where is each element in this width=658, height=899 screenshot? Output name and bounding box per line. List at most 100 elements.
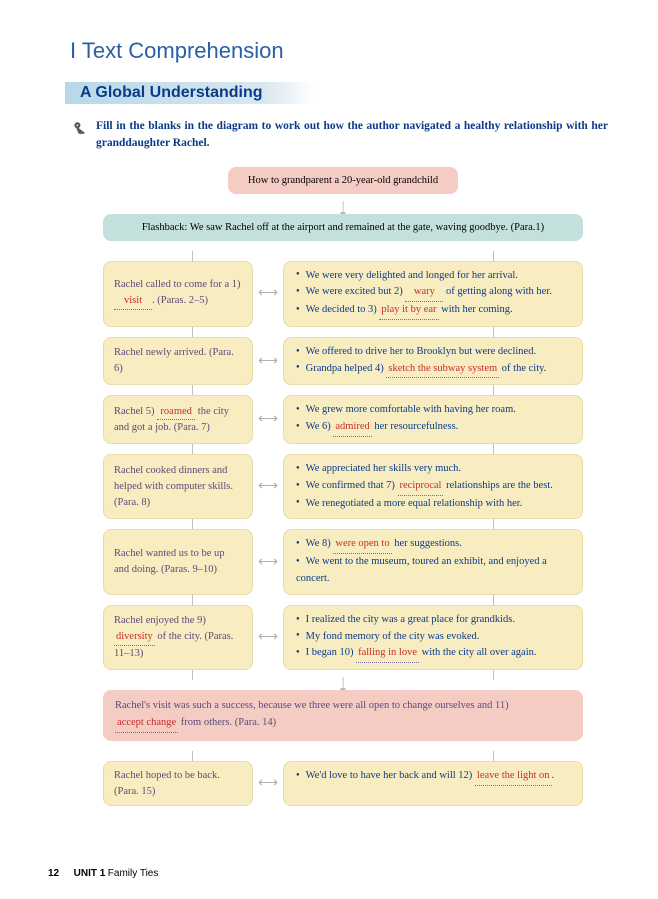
right-bullet: We grew more comfortable with having her… <box>296 402 572 419</box>
bullet-post: with the city all over again. <box>419 647 537 658</box>
connector <box>78 444 608 454</box>
right-bullet: We appreciated her skills very much. <box>296 461 572 478</box>
diagram-row: Rachel called to come for a 1) visit . (P… <box>78 261 608 327</box>
connector <box>78 519 608 529</box>
bullet-answer: wary <box>414 286 435 297</box>
bullet-post: of getting along with her. <box>443 286 551 297</box>
arrow-horizontal-icon: ⟷ <box>253 605 283 670</box>
left-text-pre: Rachel 5) <box>114 406 157 417</box>
bullet-pre: We confirmed that 7) <box>306 480 398 491</box>
arrow-horizontal-icon: ⟷ <box>253 261 283 327</box>
left-answer: diversity <box>116 631 153 642</box>
key-icon <box>70 120 88 138</box>
arrow-horizontal-icon: ⟷ <box>253 395 283 444</box>
left-text-pre: Rachel called to come for a 1) <box>114 279 241 290</box>
arrow-horizontal-icon: ⟷ <box>253 337 283 386</box>
bullet-pre: Grandpa helped 4) <box>306 363 387 374</box>
summary-answer: accept change <box>117 717 176 728</box>
left-box: Rachel enjoyed the 9) diversity of the c… <box>103 605 253 670</box>
instruction-text: Fill in the blanks in the diagram to wor… <box>96 118 608 153</box>
bullet-answer: sketch the subway system <box>388 363 497 374</box>
bullet-pre: I realized the city was a great place fo… <box>306 614 515 625</box>
diagram-row: Rachel newly arrived. (Para. 6) ⟷ We offer… <box>78 337 608 386</box>
bullet-answer: falling in love <box>358 647 417 658</box>
right-bullet: We 8) were open to her suggestions. <box>296 536 572 554</box>
right-bullet: We decided to 3) play it by ear with her… <box>296 302 572 320</box>
bullet-pre: We renegotiated a more equal relationshi… <box>306 498 523 509</box>
left-answer: visit <box>124 295 142 306</box>
left-answer: roamed <box>160 406 192 417</box>
right-box: We were very delighted and longed for he… <box>283 261 583 327</box>
diagram-row: Rachel cooked dinners and helped with co… <box>78 454 608 519</box>
connector <box>78 595 608 605</box>
summary-pre: Rachel's visit was such a success, becau… <box>115 700 509 711</box>
right-box: I realized the city was a great place fo… <box>283 605 583 670</box>
diagram-row: Rachel hoped to be back. (Para. 15) ⟷ We'd… <box>78 761 608 807</box>
arrow-horizontal-icon: ⟷ <box>253 529 283 594</box>
right-bullet: We confirmed that 7) reciprocal relation… <box>296 478 572 496</box>
connector <box>78 327 608 337</box>
bullet-post: of the city. <box>499 363 546 374</box>
left-text-pre: Rachel hoped to be back. (Para. 15) <box>114 770 220 797</box>
unit-label: UNIT 1 <box>74 868 106 879</box>
right-box: We grew more comfortable with having her… <box>283 395 583 444</box>
left-text-pre: Rachel enjoyed the 9) <box>114 615 206 626</box>
left-text-pre: Rachel wanted us to be up and doing. (Pa… <box>114 548 225 575</box>
bullet-answer: leave the light on <box>477 770 550 781</box>
right-box: We offered to drive her to Brooklyn but … <box>283 337 583 386</box>
right-box: We 8) were open to her suggestions.We we… <box>283 529 583 594</box>
bullet-answer: reciprocal <box>400 480 442 491</box>
right-box: We appreciated her skills very much. We c… <box>283 454 583 519</box>
connector <box>78 385 608 395</box>
diagram-container: How to grandparent a 20-year-old grandch… <box>78 167 608 807</box>
bullet-answer: play it by ear <box>381 304 436 315</box>
right-bullet: My fond memory of the city was evoked. <box>296 629 572 646</box>
arrow-horizontal-icon: ⟷ <box>253 761 283 807</box>
summary-post: from others. (Para. 14) <box>178 717 276 728</box>
bullet-pre: We'd love to have her back and will 12) <box>306 770 475 781</box>
left-text-pre: Rachel newly arrived. (Para. 6) <box>114 347 234 374</box>
bullet-pre: We 8) <box>306 538 334 549</box>
page-number: 12 <box>48 868 59 879</box>
diagram-row: Rachel wanted us to be up and doing. (Pa… <box>78 529 608 594</box>
left-text-post: . (Paras. 2–5) <box>152 295 208 306</box>
bullet-pre: We grew more comfortable with having her… <box>306 404 516 415</box>
right-bullet: We'd love to have her back and will 12) … <box>296 768 572 786</box>
left-box: Rachel called to come for a 1) visit . (P… <box>103 261 253 327</box>
unit-title: Family Ties <box>108 868 159 879</box>
diagram-row: Rachel 5) roamed the city and got a job.… <box>78 395 608 444</box>
flashback-node: Flashback: We saw Rachel off at the airp… <box>103 214 583 241</box>
bullet-post: her resourcefulness. <box>372 421 459 432</box>
arrow-horizontal-icon: ⟷ <box>253 454 283 519</box>
bullet-post: relationships are the best. <box>443 480 552 491</box>
sub-heading-text: A Global Understanding <box>80 84 263 101</box>
connector <box>78 751 608 761</box>
arrow-down-icon: │▼ <box>78 204 608 214</box>
right-box: We'd love to have her back and will 12) … <box>283 761 583 807</box>
summary-node: Rachel's visit was such a success, becau… <box>103 690 583 741</box>
bullet-pre: We offered to drive her to Brooklyn but … <box>306 346 536 357</box>
left-box: Rachel newly arrived. (Para. 6) <box>103 337 253 386</box>
right-bullet: We were excited but 2) wary of getting a… <box>296 284 572 302</box>
bullet-answer: were open to <box>335 538 389 549</box>
bullet-pre: I began 10) <box>306 647 356 658</box>
left-box: Rachel cooked dinners and helped with co… <box>103 454 253 519</box>
left-box: Rachel 5) roamed the city and got a job.… <box>103 395 253 444</box>
bullet-pre: We 6) <box>306 421 334 432</box>
left-box: Rachel hoped to be back. (Para. 15) <box>103 761 253 807</box>
section-heading: I Text Comprehension <box>70 38 608 64</box>
right-bullet: We were very delighted and longed for he… <box>296 268 572 285</box>
bullet-pre: We appreciated her skills very much. <box>306 463 461 474</box>
bullet-pre: My fond memory of the city was evoked. <box>306 631 480 642</box>
bullet-post: her suggestions. <box>392 538 462 549</box>
top-node: How to grandparent a 20-year-old grandch… <box>228 167 458 194</box>
bullet-post: . <box>552 770 555 781</box>
bullet-pre: We decided to 3) <box>306 304 380 315</box>
bullet-post: with her coming. <box>439 304 513 315</box>
right-bullet: I began 10) falling in love with the cit… <box>296 645 572 663</box>
left-box: Rachel wanted us to be up and doing. (Pa… <box>103 529 253 594</box>
right-bullet: We renegotiated a more equal relationshi… <box>296 496 572 513</box>
bullet-answer: admired <box>335 421 369 432</box>
bullet-pre: We were very delighted and longed for he… <box>306 270 518 281</box>
right-bullet: We offered to drive her to Brooklyn but … <box>296 344 572 361</box>
